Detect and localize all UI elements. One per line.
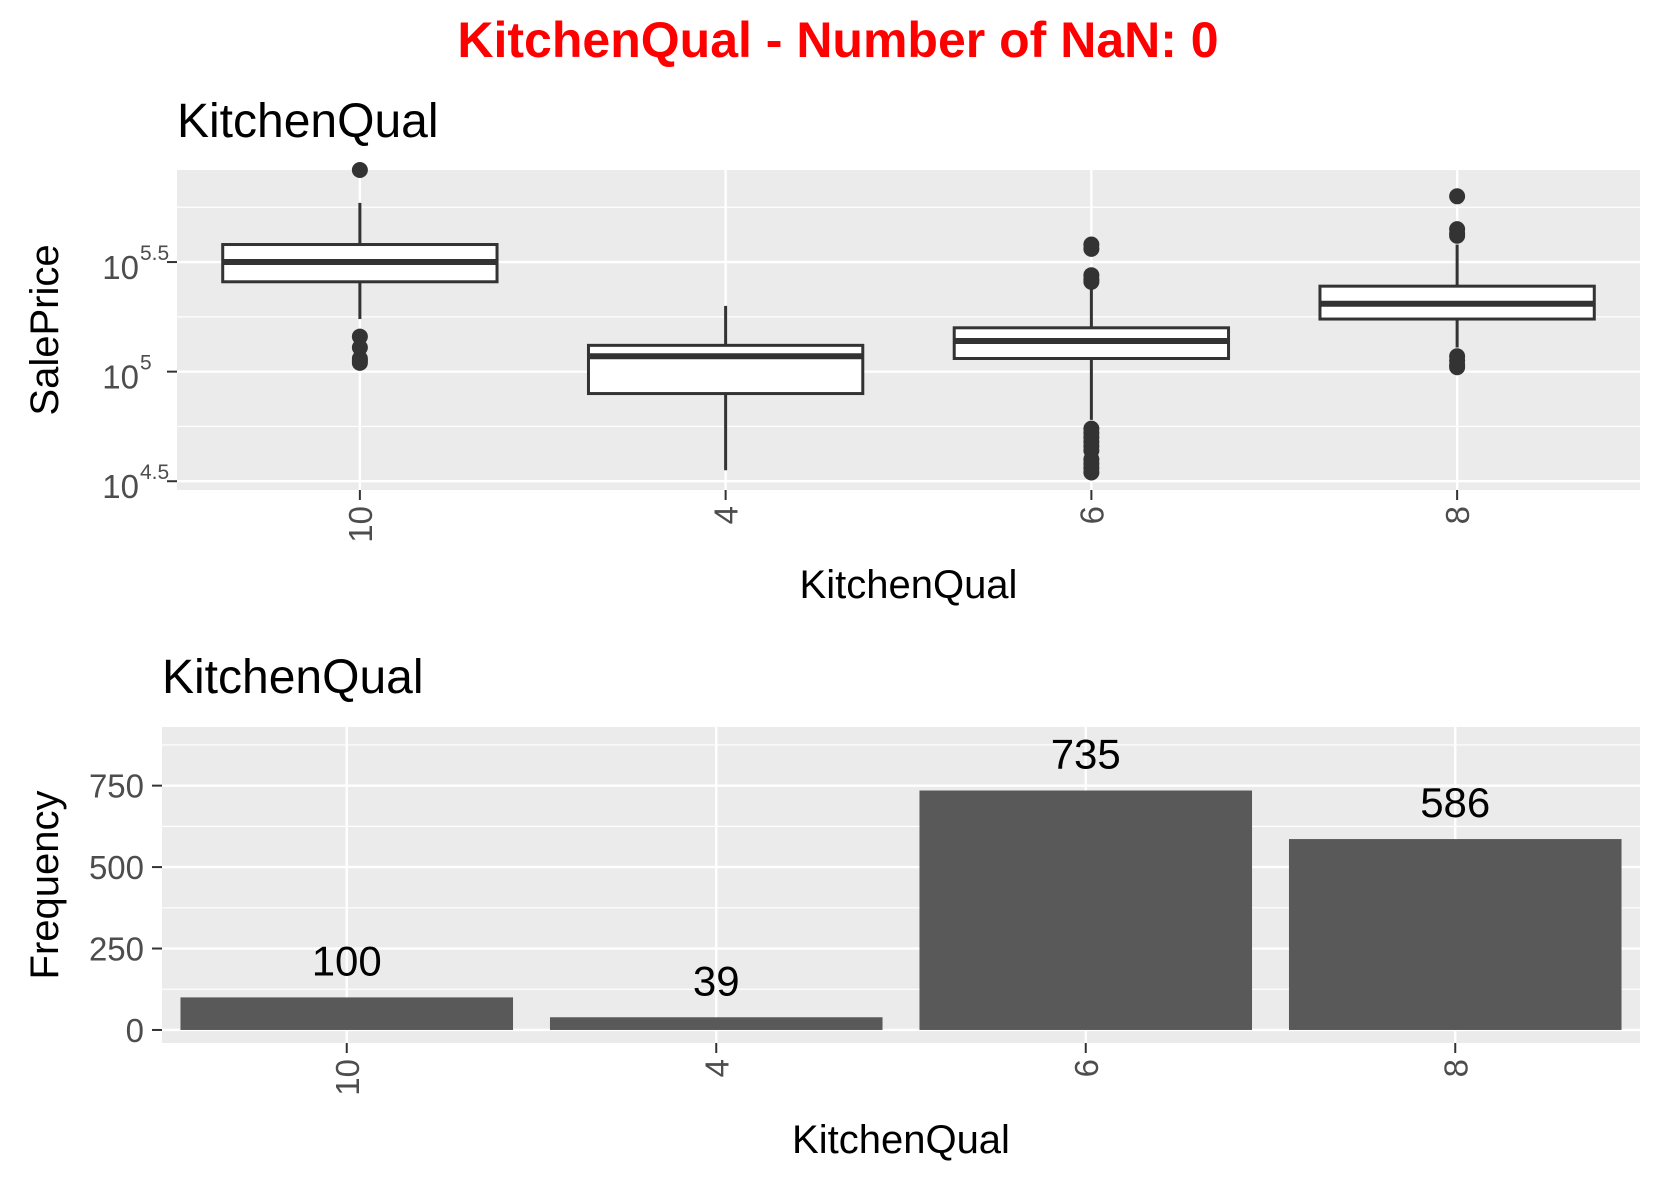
outlier-point xyxy=(1449,188,1466,205)
outlier-point xyxy=(1449,227,1466,244)
y-tick-label: 0 xyxy=(126,1012,144,1049)
boxplot-chart: 10 4.510 510 5.510 4 6 8KitchenQualKitchenQual… xyxy=(23,95,1640,607)
bar-8 xyxy=(1288,839,1622,1030)
x-axis-label: KitchenQual xyxy=(800,563,1018,607)
y-tick-label: 500 xyxy=(89,849,144,886)
bar-chart: 0 250 500 750 10 4 6 8 100 39 735 586 KitchenQual Kit… xyxy=(23,651,1640,1162)
x-tick-label: 4 xyxy=(708,506,745,524)
outlier-point xyxy=(1449,359,1466,376)
y-tick-exponent: 4.5 xyxy=(140,461,169,484)
chart-title: KitchenQual xyxy=(162,651,424,704)
y-tick-label: 10 xyxy=(102,249,139,286)
x-tick-label: 4 xyxy=(698,1059,735,1077)
data-label: 100 xyxy=(312,937,382,984)
data-label: 39 xyxy=(693,957,740,1004)
outlier-point xyxy=(351,328,368,345)
x-tick-label: 10 xyxy=(342,506,379,543)
x-axis-label: KitchenQual xyxy=(792,1118,1010,1162)
y-axis-label: Frequency xyxy=(23,791,67,980)
bar-10 xyxy=(180,997,514,1030)
outlier-point xyxy=(351,339,368,356)
y-tick-label: 10 xyxy=(102,359,139,396)
y-tick-label: 250 xyxy=(89,931,144,968)
data-label: 735 xyxy=(1051,731,1121,778)
x-tick-label: 8 xyxy=(1437,1059,1474,1077)
plot-panel xyxy=(177,170,1640,490)
outlier-point xyxy=(1083,464,1100,481)
main-title: KitchenQual - Number of NaN: 0 xyxy=(457,12,1218,68)
y-tick-exponent: 5 xyxy=(140,352,152,375)
x-tick-label: 10 xyxy=(329,1059,366,1096)
outlier-point xyxy=(1083,240,1100,257)
chart-title: KitchenQual xyxy=(177,95,439,148)
x-tick-label: 8 xyxy=(1439,506,1476,524)
y-tick-label: 10 xyxy=(102,468,139,505)
box-4 xyxy=(586,343,865,396)
outlier-point xyxy=(351,354,368,371)
y-tick-label: 750 xyxy=(89,768,144,805)
x-tick-label: 6 xyxy=(1068,1059,1105,1077)
data-label: 586 xyxy=(1420,779,1490,826)
bar-6 xyxy=(919,790,1253,1030)
bar-4 xyxy=(549,1017,883,1030)
y-tick-exponent: 5.5 xyxy=(140,242,169,265)
outlier-point xyxy=(351,162,368,178)
y-axis-label: SalePrice xyxy=(23,244,67,415)
outlier-point xyxy=(1083,273,1100,290)
x-tick-label: 6 xyxy=(1073,506,1110,524)
